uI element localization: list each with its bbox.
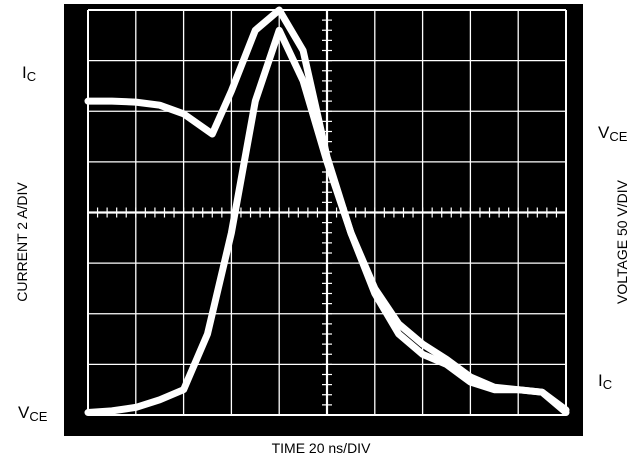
traces bbox=[84, 6, 570, 416]
y-axis-title-right: VOLTAGE 50 V/DIV bbox=[614, 180, 630, 304]
vce-right-label: VCE bbox=[598, 123, 628, 144]
y-axis-title-left: CURRENT 2 A/DIV bbox=[14, 182, 30, 302]
ic-right-label: IC bbox=[598, 371, 613, 392]
screen-background bbox=[64, 4, 583, 436]
trace-series-2 bbox=[84, 26, 570, 416]
vce-left-label: VCE bbox=[18, 403, 48, 424]
x-axis-title: TIME 20 ns/DIV bbox=[271, 440, 371, 456]
ic-left-label: IC bbox=[22, 63, 37, 84]
